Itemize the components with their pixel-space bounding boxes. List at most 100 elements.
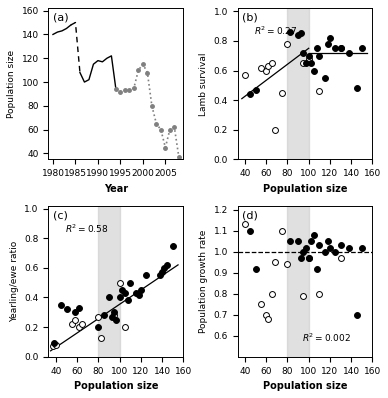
Point: [247, 228, 253, 234]
Point: [306, 255, 312, 261]
Point: [302, 60, 308, 66]
Point: [300, 60, 307, 66]
Y-axis label: Yearling/ewe ratio: Yearling/ewe ratio: [10, 240, 19, 322]
Point: [170, 242, 176, 249]
Point: [80, 321, 86, 327]
Point: [164, 262, 170, 268]
Point: [157, 272, 163, 279]
Point: [161, 265, 167, 271]
Point: [300, 49, 307, 56]
Y-axis label: Population growth rate: Population growth rate: [199, 230, 208, 333]
Point: [272, 127, 278, 133]
Point: [50, 343, 56, 349]
Y-axis label: Population size: Population size: [7, 50, 16, 118]
Point: [119, 287, 125, 293]
Point: [316, 242, 322, 249]
Point: [72, 309, 78, 316]
Point: [58, 302, 64, 308]
Point: [113, 316, 120, 323]
Point: [359, 45, 365, 51]
Point: [97, 334, 104, 341]
Point: [314, 265, 320, 272]
Point: [332, 45, 338, 51]
Point: [314, 45, 320, 51]
Point: [316, 53, 322, 59]
Point: [308, 238, 314, 244]
Point: [258, 301, 264, 308]
Point: [268, 60, 275, 66]
Point: [316, 291, 322, 297]
Point: [327, 244, 333, 251]
Point: [316, 88, 322, 94]
Text: (c): (c): [52, 210, 68, 220]
Point: [306, 55, 312, 62]
Point: [132, 290, 139, 296]
Text: (a): (a): [52, 13, 68, 23]
Point: [242, 221, 248, 228]
Point: [53, 342, 59, 348]
Point: [298, 255, 304, 261]
Point: [279, 90, 285, 96]
Bar: [288, 206, 309, 357]
Point: [242, 72, 248, 78]
Point: [116, 294, 123, 300]
Point: [143, 272, 149, 279]
Point: [346, 244, 352, 251]
Point: [306, 53, 312, 59]
Point: [127, 279, 133, 286]
Point: [327, 35, 333, 41]
Point: [125, 297, 131, 304]
Point: [116, 279, 123, 286]
Bar: [288, 8, 309, 160]
Point: [332, 249, 338, 255]
Point: [300, 293, 307, 299]
Point: [311, 67, 317, 74]
Point: [359, 244, 365, 251]
Point: [284, 261, 291, 267]
Point: [138, 287, 144, 293]
Point: [247, 91, 253, 98]
Point: [302, 244, 308, 251]
Point: [253, 265, 259, 272]
Point: [159, 269, 165, 275]
Point: [346, 49, 352, 56]
Point: [279, 228, 285, 234]
Point: [325, 238, 331, 244]
Point: [106, 294, 112, 300]
Point: [95, 324, 102, 330]
Point: [338, 45, 344, 51]
Point: [338, 242, 344, 249]
X-axis label: Population size: Population size: [263, 381, 347, 391]
Point: [298, 30, 304, 37]
Point: [122, 290, 128, 296]
Point: [109, 314, 115, 320]
Point: [63, 306, 69, 312]
Point: [51, 340, 57, 347]
Text: $R^2 = 0.58$: $R^2 = 0.58$: [65, 222, 108, 235]
Bar: [99, 206, 120, 357]
Point: [263, 67, 269, 74]
Point: [308, 60, 314, 66]
Y-axis label: Lamb survival: Lamb survival: [199, 52, 208, 115]
Text: $R^2 = 0.002$: $R^2 = 0.002$: [302, 331, 352, 343]
Point: [136, 291, 142, 298]
Point: [72, 316, 78, 323]
Point: [265, 63, 272, 69]
Point: [69, 321, 75, 327]
Point: [111, 312, 118, 318]
X-axis label: Year: Year: [104, 184, 128, 194]
Point: [100, 312, 107, 318]
Point: [76, 305, 82, 311]
Point: [295, 32, 301, 38]
Point: [286, 29, 293, 35]
Point: [258, 64, 264, 71]
Point: [122, 324, 128, 330]
Point: [338, 45, 344, 51]
Point: [306, 255, 312, 261]
Point: [322, 249, 328, 255]
Point: [253, 87, 259, 93]
Text: (b): (b): [242, 13, 257, 23]
Point: [300, 249, 307, 255]
Point: [111, 309, 118, 316]
X-axis label: Population size: Population size: [74, 381, 158, 391]
